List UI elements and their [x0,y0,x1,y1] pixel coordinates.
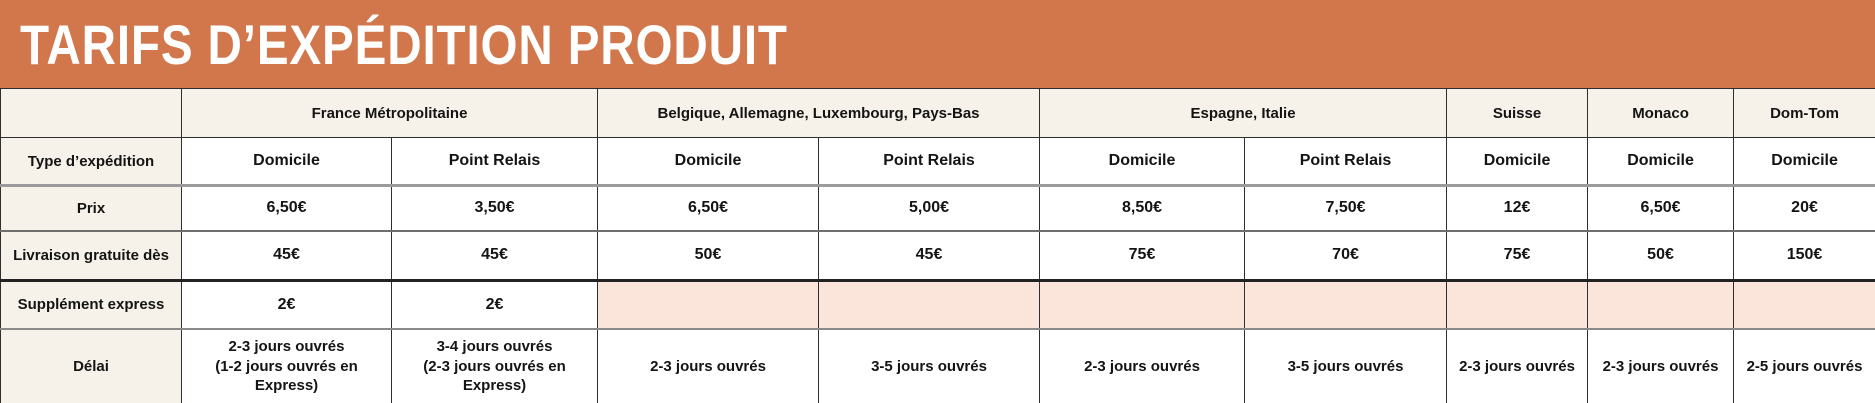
region-header-cell: Monaco [1587,88,1735,138]
table-cell: 70€ [1244,230,1448,281]
row-label: Livraison gratuite dès [0,230,182,281]
table-cell: Domicile [1733,137,1875,186]
table-cell: 2€ [181,280,392,329]
table-cell [1733,280,1875,329]
shipping-rates-table: France Métropolitaine Belgique, Allemagne… [0,88,1875,403]
row-label: Prix [0,185,182,231]
table-cell [1587,280,1735,329]
table-cell: Domicile [1587,137,1735,186]
region-header-cell: Belgique, Allemagne, Luxembourg, Pays-Ba… [597,88,1041,138]
table-cell: Point Relais [390,137,599,186]
table-cell: 45€ [818,230,1041,281]
table-cell: Point Relais [1244,137,1448,186]
table-cell: 45€ [390,230,599,281]
region-header-row: France Métropolitaine Belgique, Allemagne… [0,88,1875,138]
table-cell: 3,50€ [390,185,599,231]
table-cell: Domicile [181,137,392,186]
table-cell: 2-3 jours ouvrés [1446,328,1589,403]
corner-cell [0,88,182,138]
table-cell: Domicile [597,137,820,186]
table-cell: 3-5 jours ouvrés [818,328,1041,403]
table-cell: 50€ [597,230,820,281]
table-row: Délai 2-3 jours ouvrés (1-2 jours ouvrés … [0,328,1875,403]
page-title: TARIFS D’EXPÉDITION PRODUIT [20,12,788,76]
title-banner: TARIFS D’EXPÉDITION PRODUIT [0,0,1875,88]
table-cell: 2€ [390,280,599,329]
table-cell: 6,50€ [1587,185,1735,231]
row-label: Supplément express [0,280,182,329]
table-cell: 7,50€ [1244,185,1448,231]
table-cell [818,280,1041,329]
table-cell: 75€ [1446,230,1589,281]
table-cell: 75€ [1039,230,1246,281]
region-header-cell: Dom-Tom [1733,88,1875,138]
table-cell: 3-4 jours ouvrés (2-3 jours ouvrés en Ex… [390,328,599,403]
table-row: Prix 6,50€ 3,50€ 6,50€ 5,00€ 8,50€ 7,50€ 12€ 6,5… [0,185,1875,231]
region-header-cell: France Métropolitaine [180,88,599,138]
table-cell: 50€ [1587,230,1735,281]
row-label: Délai [0,328,182,403]
table-cell: 12€ [1446,185,1589,231]
table-cell: 2-3 jours ouvrés [1587,328,1735,403]
table-cell: Domicile [1446,137,1589,186]
table-cell [1039,280,1246,329]
table-cell: Point Relais [818,137,1041,186]
table-cell: 150€ [1733,230,1875,281]
region-header-cell: Espagne, Italie [1039,88,1448,138]
table-row: Type d’expédition Domicile Point Relais Dom… [0,137,1875,186]
table-cell [597,280,820,329]
table-cell: 6,50€ [597,185,820,231]
table-cell: 5,00€ [818,185,1041,231]
table-cell: Domicile [1039,137,1246,186]
table-cell: 2-3 jours ouvrés [1039,328,1246,403]
table-cell: 45€ [181,230,392,281]
region-header-cell: Suisse [1446,88,1589,138]
table-cell: 20€ [1733,185,1875,231]
table-row: Supplément express 2€ 2€ [0,280,1875,329]
table-cell: 2-3 jours ouvrés [597,328,820,403]
row-label: Type d’expédition [0,137,182,186]
table-cell: 6,50€ [181,185,392,231]
table-cell: 8,50€ [1039,185,1246,231]
table-cell: 3-5 jours ouvrés [1244,328,1448,403]
table-cell: 2-5 jours ouvrés [1733,328,1875,403]
table-cell [1446,280,1589,329]
table-row: Livraison gratuite dès 45€ 45€ 50€ 45€ 75€ 70€… [0,230,1875,281]
table-cell [1244,280,1448,329]
table-cell: 2-3 jours ouvrés (1-2 jours ouvrés en Ex… [181,328,392,403]
